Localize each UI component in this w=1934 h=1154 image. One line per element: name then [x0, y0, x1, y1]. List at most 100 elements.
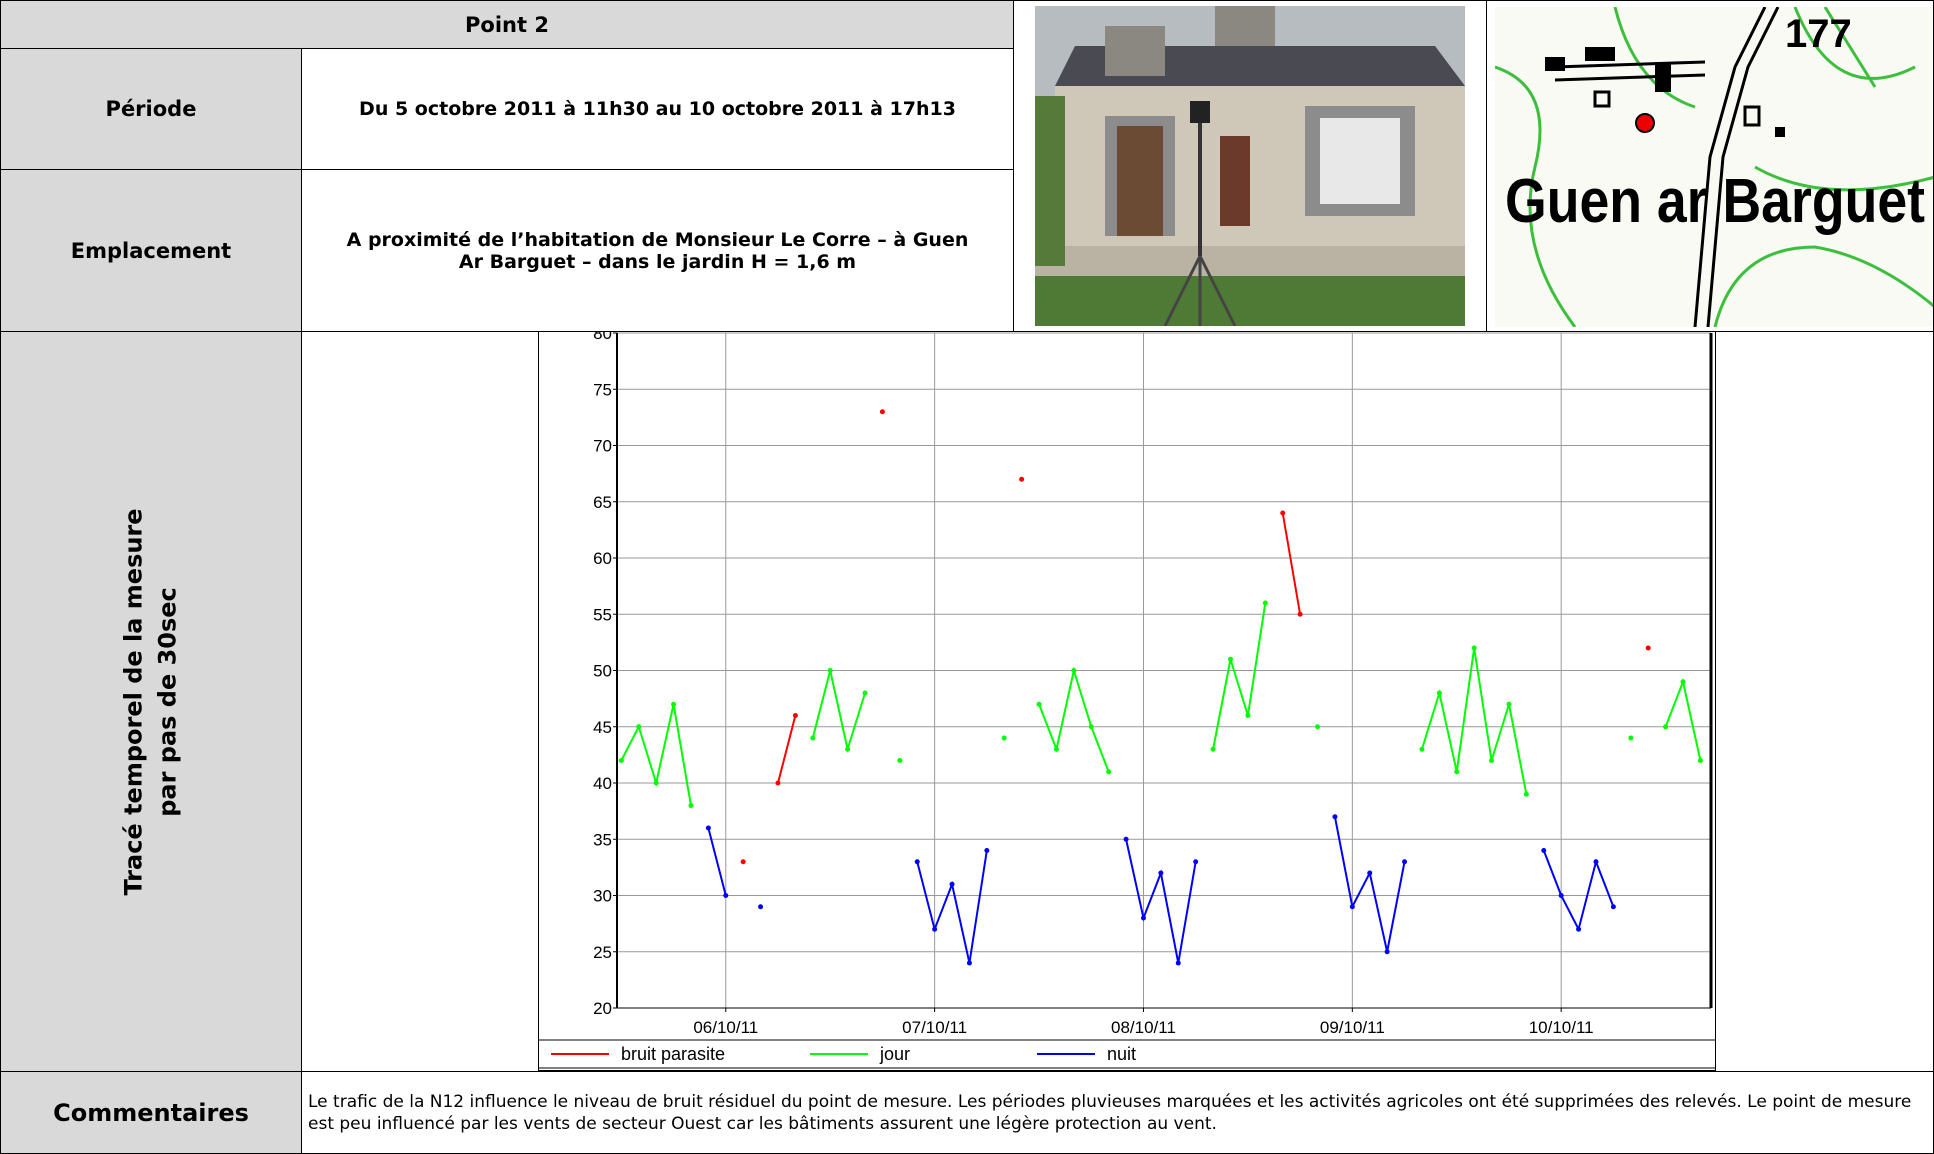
legend-box: [538, 1039, 1716, 1069]
point: [932, 926, 938, 932]
y-tick-label: 25: [593, 943, 612, 962]
point: [688, 803, 694, 808]
point: [1210, 746, 1216, 752]
x-tick-label: 07/10/11: [902, 1018, 967, 1037]
point: [636, 724, 642, 730]
point: [1349, 904, 1355, 910]
point: [1419, 746, 1425, 752]
point: [792, 713, 798, 718]
point: [897, 758, 903, 763]
row-label: Tracé temporel de la mesure par pas de 30…: [0, 331, 302, 1072]
point: [1053, 746, 1059, 752]
point: [618, 758, 624, 763]
point: [1610, 904, 1616, 910]
map-label: Guen ar Barguet: [1505, 167, 1925, 236]
point: [1071, 668, 1077, 673]
point: [1558, 893, 1564, 898]
photo-cell: [1013, 0, 1487, 332]
point: [1523, 791, 1529, 797]
point: [845, 746, 851, 752]
x-tick-label: 09/10/11: [1320, 1018, 1385, 1037]
point: [1663, 724, 1669, 730]
x-tick-label: 06/10/11: [693, 1018, 758, 1037]
point: [1541, 848, 1547, 853]
y-tick-label: 30: [593, 887, 612, 906]
y-tick-label: 80: [593, 331, 612, 343]
point: [1019, 476, 1025, 482]
point: [775, 780, 781, 786]
point: [653, 780, 659, 786]
point: [740, 859, 746, 865]
point: [1315, 724, 1321, 730]
point: [1367, 870, 1373, 876]
point: [984, 848, 990, 853]
point: [1332, 814, 1338, 820]
map-label: 177: [1785, 12, 1852, 56]
point: [723, 893, 729, 898]
point: [1088, 724, 1094, 730]
point: [879, 409, 885, 415]
y-tick-label: 60: [593, 549, 612, 568]
point: [758, 904, 764, 910]
point: [810, 735, 816, 741]
point: [1489, 758, 1495, 763]
point: [1645, 645, 1651, 651]
row-label: Emplacement: [0, 169, 302, 332]
row-value: Le trafic de la N12 influence le niveau …: [301, 1071, 1934, 1154]
point: [1227, 656, 1233, 662]
point: [1471, 645, 1477, 651]
point: [1697, 758, 1703, 763]
y-tick-label: 70: [593, 437, 612, 456]
y-tick-label: 55: [593, 605, 612, 624]
point: [1384, 949, 1390, 955]
label-line: Tracé temporel de la mesure: [120, 507, 149, 896]
y-tick-label: 45: [593, 718, 612, 737]
y-tick-label: 50: [593, 662, 612, 681]
point: [1158, 870, 1164, 876]
point: [1593, 859, 1599, 865]
point: [1436, 690, 1442, 696]
point: [1506, 701, 1512, 707]
point: [1297, 611, 1303, 617]
y-tick-label: 35: [593, 830, 612, 849]
point: [1262, 600, 1268, 606]
point: [1106, 769, 1112, 775]
point: [1680, 679, 1686, 685]
y-tick-label: 40: [593, 774, 612, 793]
point: [1036, 701, 1042, 707]
point: [1454, 769, 1460, 775]
point: [827, 668, 833, 673]
point: [1576, 926, 1582, 932]
point: [1123, 836, 1129, 842]
map: 177 Guen ar Barguet: [1495, 7, 1933, 327]
legend-label: jour: [879, 1044, 910, 1064]
point: [1175, 960, 1181, 966]
point: [1001, 735, 1007, 741]
point: [914, 859, 920, 865]
point: [1628, 735, 1634, 741]
photo: [1035, 6, 1465, 326]
point: [1280, 510, 1286, 516]
row-label: Commentaires: [0, 1071, 302, 1154]
point: [1245, 713, 1251, 718]
label-line: par pas de 30sec: [154, 586, 183, 817]
row-value: A proximité de l’habitation de Monsieur …: [301, 169, 1014, 332]
map-cell: 177 Guen ar Barguet: [1486, 0, 1934, 332]
point: [862, 690, 868, 696]
y-tick-label: 75: [593, 380, 612, 399]
y-tick-label: 65: [593, 493, 612, 512]
y-tick-label: 20: [593, 999, 612, 1018]
row-value: Du 5 octobre 2011 à 11h30 au 10 octobre …: [301, 48, 1014, 170]
point: [949, 881, 955, 887]
point: [671, 701, 677, 707]
point: [966, 960, 972, 966]
rotated-label: Tracé temporel de la mesure par pas de 30…: [117, 508, 185, 895]
point: [705, 825, 711, 831]
chart: 20 25 30 35 40 45 50 55 60 65 70 75 80 06/10/11 07/10/…: [538, 331, 1716, 1071]
x-tick-label: 08/10/11: [1111, 1018, 1176, 1037]
row-label: Période: [0, 48, 302, 170]
legend-label: nuit: [1107, 1044, 1136, 1064]
point: [1402, 859, 1408, 865]
header-title: Point 2: [0, 0, 1014, 49]
